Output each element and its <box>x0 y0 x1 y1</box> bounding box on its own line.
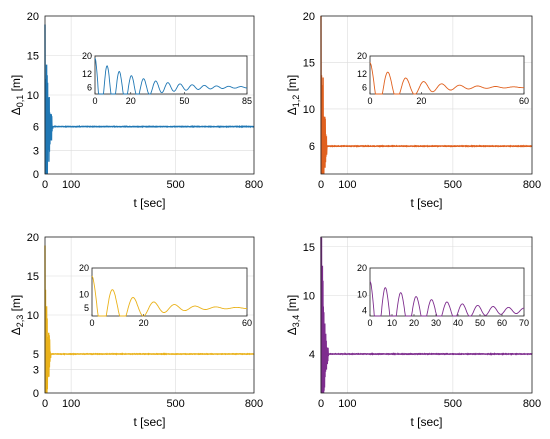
x-tick-label: 800 <box>245 179 263 191</box>
y-tick-label: 15 <box>303 57 315 69</box>
x-tick-label: 500 <box>444 398 462 410</box>
inset-y-tick-label: 20 <box>82 51 92 61</box>
inset-frame <box>369 267 525 317</box>
inset-x-tick-label: 85 <box>242 96 252 106</box>
inset-0: 0 20 50 85 6 12 20 <box>82 51 252 106</box>
y-tick-label: 0 <box>33 169 39 181</box>
x-tick-label: 100 <box>62 179 80 191</box>
x-tick-label: 0 <box>42 179 48 191</box>
x-tick-label: 500 <box>444 179 462 191</box>
y-tick-label: 5 <box>33 349 39 361</box>
inset-x-tick-label: 30 <box>431 318 441 328</box>
y-axis-label: Δ2,3 [m] <box>9 295 25 336</box>
inset-x-tick-label: 60 <box>242 318 252 328</box>
inset-x-tick-label: 50 <box>475 318 485 328</box>
x-tick-label: 100 <box>338 179 356 191</box>
y-tick-label: 6 <box>33 122 39 134</box>
inset-y-tick-label: 5 <box>84 303 89 313</box>
y-tick-label: 15 <box>27 51 39 63</box>
series-line <box>44 24 255 175</box>
inset-y-tick-label: 12 <box>82 69 92 79</box>
inset-y-tick-label: 10 <box>357 290 367 300</box>
inset-x-tick-label: 60 <box>497 318 507 328</box>
inset-y-tick-label: 20 <box>79 263 89 273</box>
x-tick-label: 0 <box>318 179 324 191</box>
y-tick-label: 15 <box>303 242 315 254</box>
y-tick-label: 20 <box>27 11 39 23</box>
y-tick-label: 3 <box>33 365 39 377</box>
x-tick-label: 500 <box>166 398 184 410</box>
inset-y-tick-label: 6 <box>87 82 92 92</box>
x-axis-label: t [sec] <box>133 415 165 429</box>
inset-x-tick-label: 20 <box>139 318 149 328</box>
x-axis-label: t [sec] <box>410 415 442 429</box>
y-tick-label: 10 <box>27 310 39 322</box>
y-axis-label: Δ3,4 [m] <box>285 295 301 336</box>
plot-area <box>320 236 533 394</box>
inset-y-tick-label: 12 <box>357 69 367 79</box>
plot-area <box>44 236 255 394</box>
y-tick-label: 10 <box>303 291 315 303</box>
y-tick-label: 4 <box>309 349 315 361</box>
x-tick-label: 100 <box>338 398 356 410</box>
x-tick-label: 0 <box>42 398 48 410</box>
inset-3: 0 10 20 30 40 50 60 70 4 10 20 <box>357 263 529 328</box>
x-tick-label: 100 <box>62 398 80 410</box>
inset-x-tick-label: 20 <box>416 96 426 106</box>
y-tick-label: 3 <box>33 145 39 157</box>
y-tick-label: 20 <box>27 232 39 244</box>
inset-x-tick-label: 0 <box>89 318 94 328</box>
inset-x-tick-label: 0 <box>92 96 97 106</box>
inset-x-tick-label: 40 <box>453 318 463 328</box>
y-tick-label: 20 <box>303 11 315 23</box>
subplot-1: 0 100 500 800 6 10 15 20 t [sec] Δ1,2 [m] 0 20 60 6 12… <box>285 11 541 210</box>
inset-1: 0 20 60 6 12 20 <box>357 51 529 106</box>
y-axis-label: Δ0,1 [m] <box>9 75 25 116</box>
series-line <box>320 236 533 394</box>
inset-series-line <box>91 275 247 317</box>
inset-x-tick-label: 70 <box>519 318 529 328</box>
inset-x-tick-label: 50 <box>179 96 189 106</box>
x-tick-label: 800 <box>245 398 263 410</box>
y-tick-label: 0 <box>33 388 39 400</box>
x-axis-label: t [sec] <box>133 196 165 210</box>
series-line <box>320 15 533 175</box>
inset-y-tick-label: 20 <box>357 51 367 61</box>
y-axis-label: Δ1,2 [m] <box>285 75 301 116</box>
inset-2: 0 20 60 5 10 20 <box>79 263 252 328</box>
inset-series-line <box>94 58 247 95</box>
subplot-0: 0 100 500 800 0 3 6 10 15 20 t [sec] Δ0,1 [m] 0 20 50 8… <box>9 11 263 210</box>
x-axis-label: t [sec] <box>410 196 442 210</box>
plot-area <box>320 15 533 175</box>
x-tick-label: 800 <box>523 398 541 410</box>
y-tick-label: 10 <box>303 104 315 116</box>
y-tick-label: 6 <box>309 141 315 153</box>
inset-x-tick-label: 10 <box>387 318 397 328</box>
subplot-2: 0 100 500 800 0 3 5 10 15 20 t [sec] Δ2,3 [m] 0 20 60 5… <box>9 232 263 429</box>
inset-y-tick-label: 10 <box>79 290 89 300</box>
series-line <box>44 245 255 394</box>
x-tick-label: 800 <box>523 179 541 191</box>
x-tick-label: 500 <box>166 179 184 191</box>
inset-series-line <box>369 281 525 317</box>
x-tick-label: 0 <box>318 398 324 410</box>
inset-x-tick-label: 0 <box>367 96 372 106</box>
inset-x-tick-label: 20 <box>409 318 419 328</box>
inset-x-tick-label: 20 <box>126 96 136 106</box>
inset-x-tick-label: 0 <box>367 318 372 328</box>
inset-y-tick-label: 4 <box>362 306 367 316</box>
y-tick-label: 10 <box>27 90 39 102</box>
y-tick-label: 15 <box>27 271 39 283</box>
inset-y-tick-label: 6 <box>362 82 367 92</box>
plot-area <box>44 15 255 175</box>
subplot-3: 0 100 500 800 4 10 15 t [sec] Δ3,4 [m] 0 10 20 30 40 5… <box>285 236 541 429</box>
inset-series-line <box>369 62 524 95</box>
inset-x-tick-label: 60 <box>519 96 529 106</box>
inset-y-tick-label: 20 <box>357 263 367 273</box>
